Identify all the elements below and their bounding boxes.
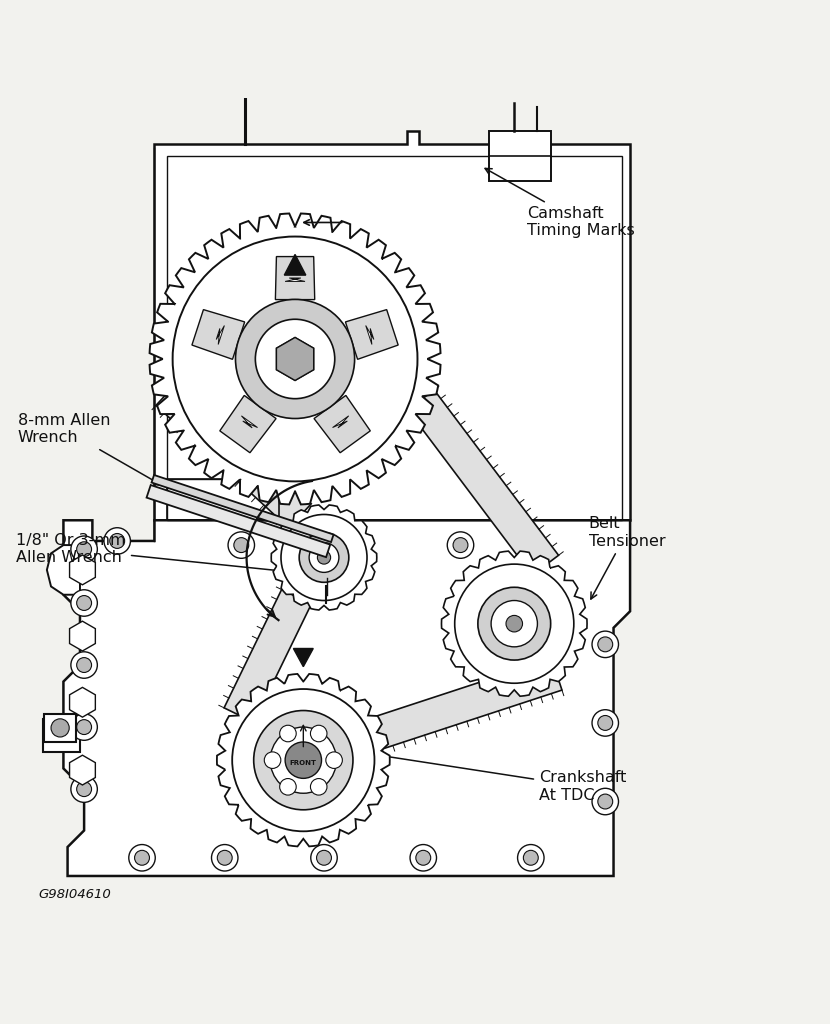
Circle shape xyxy=(455,564,574,683)
Circle shape xyxy=(416,850,431,865)
Polygon shape xyxy=(63,520,630,876)
Circle shape xyxy=(234,538,249,553)
Polygon shape xyxy=(293,648,313,667)
Polygon shape xyxy=(70,622,95,651)
Circle shape xyxy=(491,600,538,647)
Circle shape xyxy=(592,710,618,736)
Polygon shape xyxy=(314,395,370,453)
Polygon shape xyxy=(285,254,305,275)
Circle shape xyxy=(71,590,97,616)
Circle shape xyxy=(104,527,130,554)
Polygon shape xyxy=(345,309,398,359)
Circle shape xyxy=(110,534,124,549)
Circle shape xyxy=(271,727,336,794)
Circle shape xyxy=(173,237,417,481)
Polygon shape xyxy=(276,257,315,300)
Circle shape xyxy=(254,711,353,810)
Circle shape xyxy=(212,845,238,871)
Circle shape xyxy=(228,531,255,558)
Polygon shape xyxy=(217,674,390,847)
Circle shape xyxy=(76,542,91,557)
Polygon shape xyxy=(408,390,559,575)
Text: Camshaft
Timing Marks: Camshaft Timing Marks xyxy=(485,168,634,239)
Circle shape xyxy=(299,532,349,583)
Circle shape xyxy=(71,536,97,562)
Circle shape xyxy=(51,719,69,737)
Polygon shape xyxy=(224,590,311,722)
Circle shape xyxy=(506,615,523,632)
Circle shape xyxy=(335,531,362,558)
Text: 8-mm Allen
Wrench: 8-mm Allen Wrench xyxy=(18,413,161,485)
FancyBboxPatch shape xyxy=(44,714,76,742)
Circle shape xyxy=(217,850,232,865)
Polygon shape xyxy=(285,278,305,282)
Circle shape xyxy=(453,538,468,553)
FancyBboxPatch shape xyxy=(43,719,80,752)
Circle shape xyxy=(592,788,618,815)
Circle shape xyxy=(71,652,97,678)
Text: 1/8" Or 3-mm
Allen Wrench: 1/8" Or 3-mm Allen Wrench xyxy=(17,534,307,577)
Circle shape xyxy=(286,742,321,778)
Circle shape xyxy=(232,689,374,831)
Polygon shape xyxy=(366,326,374,344)
Circle shape xyxy=(134,850,149,865)
Circle shape xyxy=(256,319,334,398)
Circle shape xyxy=(129,845,155,871)
Polygon shape xyxy=(271,505,377,610)
Circle shape xyxy=(598,637,613,652)
Circle shape xyxy=(518,845,544,871)
Polygon shape xyxy=(276,338,314,381)
Polygon shape xyxy=(46,545,80,595)
Polygon shape xyxy=(152,475,334,542)
Circle shape xyxy=(310,725,327,741)
Circle shape xyxy=(326,752,342,768)
Polygon shape xyxy=(149,213,441,505)
Circle shape xyxy=(71,714,97,740)
Circle shape xyxy=(310,845,337,871)
Circle shape xyxy=(310,778,327,795)
Circle shape xyxy=(236,299,354,419)
Polygon shape xyxy=(147,485,330,557)
Polygon shape xyxy=(276,338,314,381)
Circle shape xyxy=(317,551,330,564)
Circle shape xyxy=(316,850,331,865)
Circle shape xyxy=(598,716,613,730)
Circle shape xyxy=(76,596,91,610)
Circle shape xyxy=(280,725,296,741)
Circle shape xyxy=(76,720,91,734)
Circle shape xyxy=(280,778,296,795)
Polygon shape xyxy=(442,551,587,696)
Polygon shape xyxy=(220,395,276,453)
Circle shape xyxy=(598,794,613,809)
Polygon shape xyxy=(333,416,349,428)
Polygon shape xyxy=(70,756,95,785)
Circle shape xyxy=(341,538,356,553)
Polygon shape xyxy=(70,687,95,717)
FancyBboxPatch shape xyxy=(490,131,551,181)
Circle shape xyxy=(410,845,437,871)
Polygon shape xyxy=(156,381,311,528)
Text: FRONT: FRONT xyxy=(290,761,317,767)
Polygon shape xyxy=(192,309,245,359)
Polygon shape xyxy=(372,658,562,749)
Polygon shape xyxy=(154,131,630,520)
Text: G98I04610: G98I04610 xyxy=(39,888,111,901)
Circle shape xyxy=(309,543,339,572)
Polygon shape xyxy=(70,555,95,585)
Polygon shape xyxy=(217,326,224,344)
Text: Crankshaft
At TDC: Crankshaft At TDC xyxy=(362,751,627,803)
Polygon shape xyxy=(242,416,257,428)
Text: Belt
Tensioner: Belt Tensioner xyxy=(588,516,666,599)
Circle shape xyxy=(76,657,91,673)
Circle shape xyxy=(76,781,91,797)
Circle shape xyxy=(524,850,539,865)
Circle shape xyxy=(592,631,618,657)
Circle shape xyxy=(478,588,550,660)
Circle shape xyxy=(264,752,281,768)
Circle shape xyxy=(71,776,97,803)
Circle shape xyxy=(447,531,474,558)
Circle shape xyxy=(281,514,367,600)
